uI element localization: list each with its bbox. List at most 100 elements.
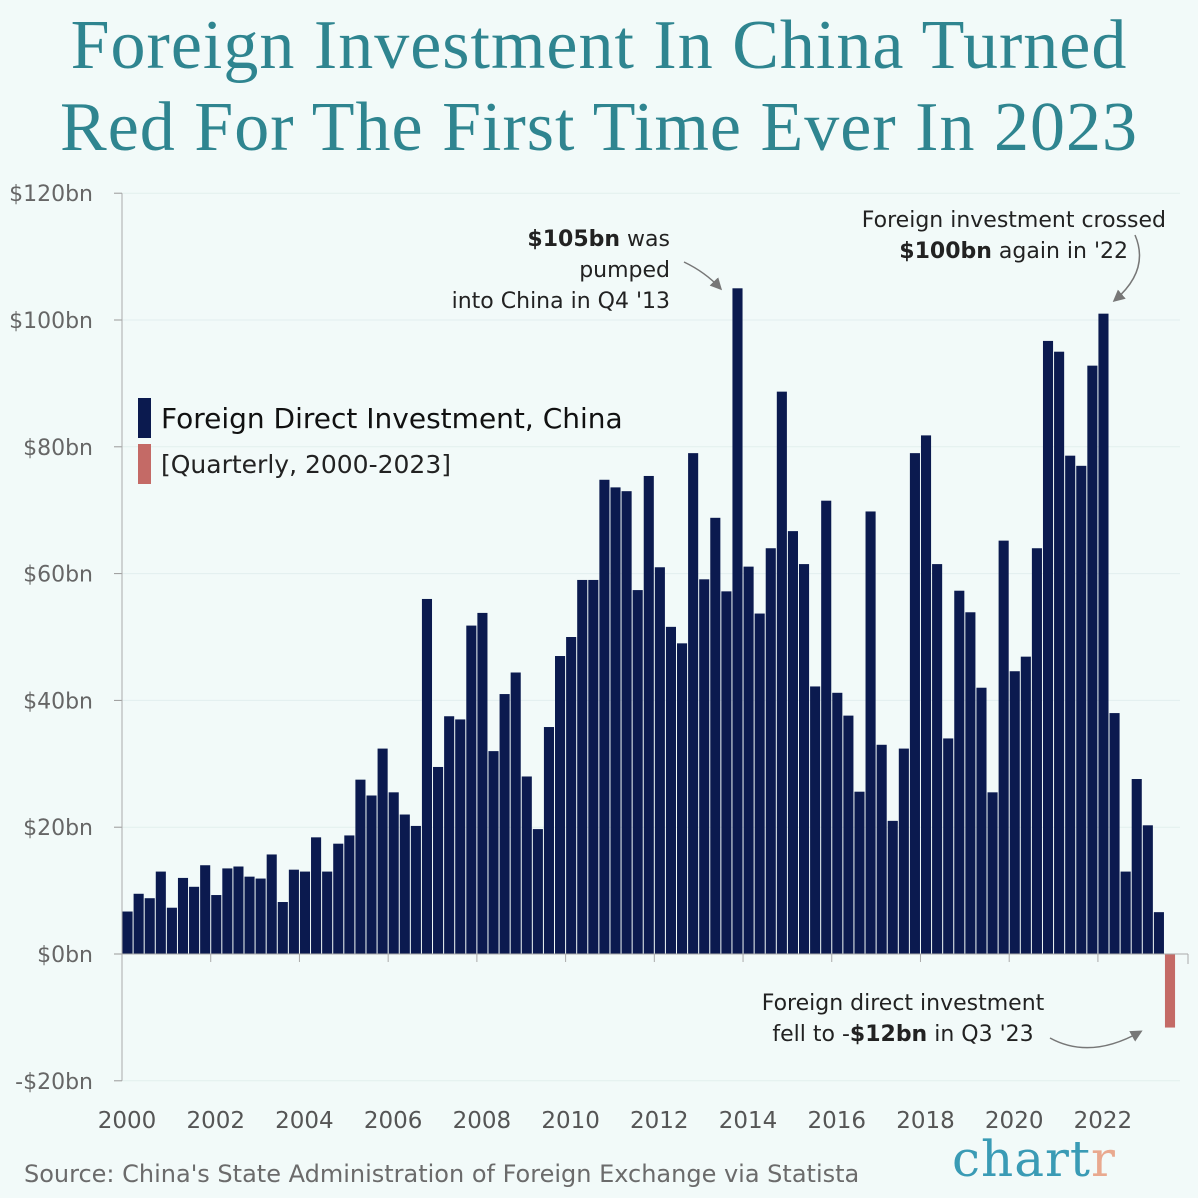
bar — [510, 672, 521, 954]
bar — [577, 579, 588, 954]
bar — [399, 814, 410, 954]
bar — [377, 748, 388, 954]
x-tick-label: 2010 — [541, 1108, 600, 1134]
bar — [610, 487, 621, 954]
bar — [344, 835, 355, 954]
arrow-2023 — [1049, 1030, 1143, 1049]
bar — [754, 613, 765, 954]
bar — [810, 686, 821, 954]
bar — [532, 829, 543, 954]
bar — [266, 854, 277, 954]
ann-bold: $100bn — [899, 239, 992, 264]
bar — [976, 687, 987, 954]
chart-title: Foreign Investment In China Turned Red F… — [0, 5, 1198, 169]
annotation-negative-2023: Foreign direct investment fell to -$12bn… — [758, 988, 1048, 1050]
bar — [987, 792, 998, 954]
legend-item-fdi: Foreign Direct Investment, China — [138, 395, 623, 441]
bar — [455, 719, 466, 954]
logo-accent: r — [1091, 1130, 1116, 1188]
bar — [920, 435, 932, 954]
title-line-1: Foreign Investment In China Turned — [70, 7, 1128, 84]
bar — [177, 877, 189, 954]
bar — [1142, 825, 1153, 954]
bar — [155, 871, 166, 954]
bar — [854, 791, 865, 954]
bar — [599, 479, 610, 954]
y-tick-label: $20bn — [23, 816, 93, 841]
ann-text: Foreign direct investment — [761, 991, 1045, 1016]
x-tick-label: 2004 — [275, 1108, 334, 1134]
ann-text: was pumped — [579, 227, 670, 283]
ann-text: into China in Q4 '13 — [451, 289, 670, 314]
arrow-2022 — [1112, 234, 1141, 302]
bar — [721, 591, 732, 954]
bar — [732, 288, 743, 954]
bar — [1120, 871, 1131, 954]
bar — [909, 453, 920, 954]
x-tick-label: 2008 — [453, 1108, 512, 1134]
bar — [255, 878, 266, 954]
bar — [887, 820, 898, 954]
bar — [211, 895, 222, 954]
bar — [1042, 340, 1054, 954]
legend-subtitle: [Quarterly, 2000-2023] — [161, 449, 451, 479]
bar — [166, 907, 177, 954]
bar — [677, 643, 688, 954]
bar — [632, 590, 643, 954]
ann-text: in Q3 '23 — [927, 1022, 1034, 1047]
bar — [555, 656, 566, 954]
bar — [787, 531, 798, 954]
bar — [943, 738, 954, 954]
bar — [433, 766, 444, 954]
bar — [798, 564, 810, 954]
bar — [588, 579, 599, 954]
bar — [1087, 365, 1098, 954]
bar — [710, 517, 721, 954]
bar — [1109, 713, 1120, 954]
bar — [444, 716, 455, 954]
y-tick-label: $40bn — [23, 689, 93, 714]
bar — [466, 625, 477, 954]
bar — [189, 886, 200, 954]
bar — [355, 779, 366, 954]
x-tick-label: 2016 — [807, 1108, 866, 1134]
annotation-peak-2013: $105bn was pumped into China in Q4 '13 — [442, 224, 670, 317]
y-tick-label: $120bn — [9, 182, 93, 207]
ann-text: fell to - — [772, 1022, 850, 1047]
bar — [1098, 313, 1109, 954]
x-tick-label: 2012 — [630, 1108, 689, 1134]
bar — [333, 843, 344, 954]
bar — [654, 567, 665, 954]
bar — [1054, 351, 1065, 954]
x-tick-label: 2006 — [364, 1108, 423, 1134]
title-line-2: Red For The First Time Ever In 2023 — [60, 89, 1138, 166]
bar — [699, 579, 710, 954]
bar — [200, 865, 211, 954]
bar — [288, 869, 299, 954]
bar — [543, 727, 555, 954]
bar — [688, 453, 699, 954]
bar — [311, 837, 322, 954]
x-tick-label: 2020 — [985, 1108, 1044, 1134]
arrow-peak-2013 — [683, 261, 723, 291]
bar — [410, 825, 421, 954]
source-note: Source: China's State Administration of … — [24, 1160, 860, 1188]
x-tick-label: 2022 — [1074, 1108, 1133, 1134]
chartr-logo: chartr — [952, 1130, 1116, 1188]
y-tick-label: $100bn — [9, 309, 93, 334]
bar — [932, 564, 943, 954]
legend-swatch-positive — [138, 398, 151, 438]
bar — [898, 748, 909, 954]
bar — [665, 626, 676, 954]
x-tick-label: 2014 — [719, 1108, 778, 1134]
legend: Foreign Direct Investment, China [Quarte… — [138, 395, 623, 487]
bar — [743, 566, 754, 954]
bar — [477, 612, 488, 954]
ann-bold: $12bn — [849, 1022, 928, 1047]
bar — [765, 548, 776, 954]
x-tick-label: 2002 — [186, 1108, 245, 1134]
bar — [133, 893, 144, 954]
bar — [643, 475, 654, 954]
x-tick-label: 2018 — [896, 1108, 955, 1134]
